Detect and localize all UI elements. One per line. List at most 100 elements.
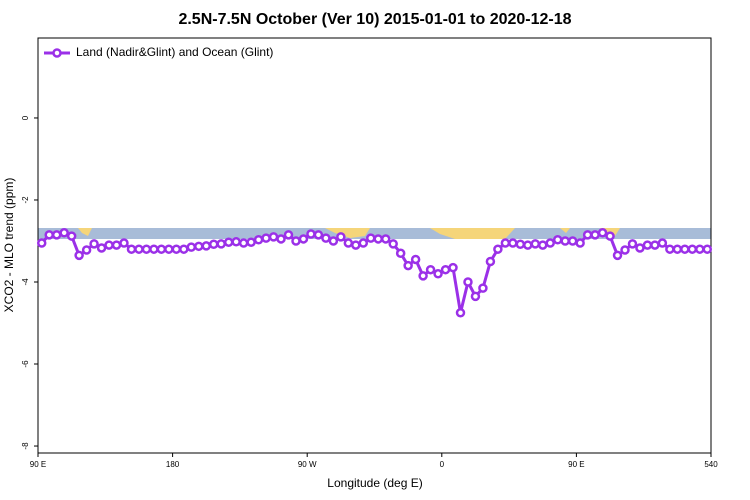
data-point xyxy=(276,234,286,244)
data-point xyxy=(552,235,563,245)
data-point xyxy=(179,244,189,254)
data-point xyxy=(455,308,466,318)
data-point xyxy=(478,283,488,293)
data-point xyxy=(702,244,713,254)
data-point xyxy=(231,237,241,247)
data-point xyxy=(642,240,653,250)
data-point xyxy=(410,254,421,265)
y-axis-label: XCO2 - MLO trend (ppm) xyxy=(2,178,16,313)
data-point xyxy=(261,233,271,243)
legend-label: Land (Nadir&Glint) and Ocean (Glint) xyxy=(76,45,273,59)
data-point xyxy=(351,240,361,250)
data-point xyxy=(291,236,301,246)
data-point xyxy=(650,240,660,250)
data-point xyxy=(74,250,84,261)
data-point xyxy=(665,244,675,254)
y-tick-label: -2 xyxy=(21,196,30,204)
map-strip xyxy=(38,228,711,239)
data-point xyxy=(201,241,211,251)
x-tick-label: 0 xyxy=(440,460,445,469)
chart-title: 2.5N-7.5N October (Ver 10) 2015-01-01 to… xyxy=(178,11,571,28)
data-point xyxy=(321,233,331,243)
data-point xyxy=(380,234,391,244)
data-point xyxy=(418,271,428,281)
data-point xyxy=(134,244,144,254)
data-point xyxy=(485,256,496,267)
data-point xyxy=(538,240,548,250)
data-point xyxy=(336,232,346,242)
data-point xyxy=(672,244,683,254)
data-point xyxy=(500,238,511,248)
x-axis-label: Longitude (deg E) xyxy=(327,476,422,490)
data-point xyxy=(141,244,152,254)
data-point xyxy=(388,239,398,249)
data-point xyxy=(298,234,309,244)
x-tick-label: 540 xyxy=(704,460,718,469)
data-point xyxy=(373,234,383,244)
data-point xyxy=(582,230,593,240)
legend-marker xyxy=(52,48,62,58)
data-point xyxy=(59,228,69,238)
data-point xyxy=(657,238,668,248)
data-point xyxy=(66,231,77,241)
y-tick-label: 0 xyxy=(21,115,30,120)
data-point xyxy=(425,264,436,275)
data-point xyxy=(612,250,623,261)
data-point xyxy=(51,230,62,240)
data-point xyxy=(493,244,503,254)
x-tick-label: 180 xyxy=(166,460,180,469)
data-point xyxy=(620,245,630,255)
y-tick-label: -4 xyxy=(21,278,30,286)
data-point xyxy=(253,235,264,245)
x-tick-label: 90 E xyxy=(30,460,46,469)
data-point xyxy=(597,228,608,238)
data-point xyxy=(283,230,294,240)
data-point xyxy=(306,229,316,239)
data-point xyxy=(246,237,256,247)
data-point xyxy=(36,238,47,248)
data-point xyxy=(515,239,526,250)
x-tick-label: 90 W xyxy=(298,460,317,469)
data-point xyxy=(44,230,54,240)
data-point xyxy=(470,291,481,302)
data-point xyxy=(268,232,279,242)
data-point xyxy=(186,242,197,252)
data-point xyxy=(119,238,129,248)
data-point xyxy=(590,230,600,240)
data-point xyxy=(560,236,570,246)
data-point xyxy=(523,240,533,250)
data-point xyxy=(194,241,204,252)
data-point xyxy=(96,243,107,253)
data-point xyxy=(395,248,406,259)
data-point xyxy=(440,264,451,275)
data-point xyxy=(164,244,174,254)
data-point xyxy=(366,233,376,243)
data-point xyxy=(627,239,638,249)
data-point xyxy=(81,245,92,255)
data-point xyxy=(695,244,705,254)
data-point xyxy=(575,238,585,248)
data-point xyxy=(403,260,413,271)
data-point xyxy=(448,262,458,273)
data-point xyxy=(149,244,159,254)
data-point xyxy=(104,240,114,250)
data-point xyxy=(433,269,443,279)
data-point xyxy=(126,244,137,254)
data-point xyxy=(358,238,369,248)
data-point xyxy=(156,244,167,254)
data-point xyxy=(89,239,99,249)
data-point xyxy=(567,236,578,246)
data-point xyxy=(313,230,324,240)
x-tick-label: 90 E xyxy=(568,460,584,469)
series-line xyxy=(40,231,708,314)
data-point xyxy=(238,238,249,248)
data-point xyxy=(635,243,645,253)
data-point xyxy=(680,244,690,254)
data-point xyxy=(545,238,555,248)
data-point xyxy=(463,277,473,287)
data-point xyxy=(111,240,122,250)
data-point xyxy=(223,237,234,247)
legend: Land (Nadir&Glint) and Ocean (Glint) xyxy=(44,45,273,59)
y-tick-label: -8 xyxy=(21,442,30,450)
